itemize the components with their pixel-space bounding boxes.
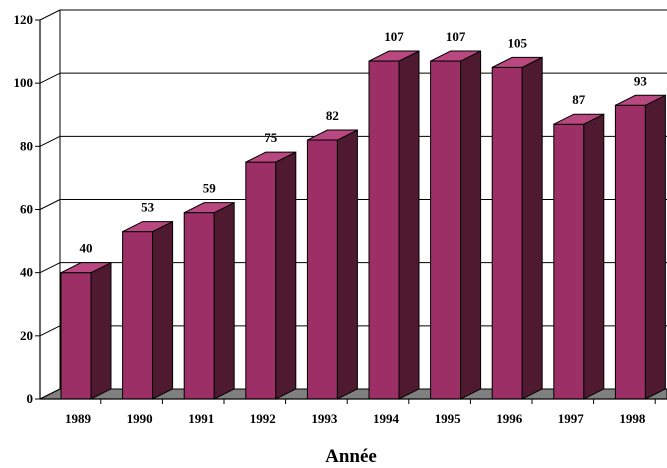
bar-front bbox=[553, 123, 585, 400]
bar-side bbox=[336, 129, 358, 400]
x-tick-label: 1995 bbox=[435, 411, 462, 426]
bar bbox=[491, 56, 543, 400]
bar-top bbox=[553, 113, 605, 125]
bar bbox=[306, 129, 358, 400]
data-labels: 40 53 59 75 82 107 107 105 87 93 bbox=[80, 29, 648, 256]
gridline-side bbox=[39, 9, 61, 21]
bar-top bbox=[60, 262, 112, 274]
x-tick-labels: 1989 1990 1991 1992 1993 1994 1995 1996 1997 1998 bbox=[40, 398, 667, 426]
gridline-side bbox=[39, 199, 61, 210]
y-tick-label: 100 bbox=[14, 75, 34, 90]
gridline-side bbox=[39, 135, 61, 147]
y-axis bbox=[35, 19, 41, 400]
y-tick-label: 80 bbox=[20, 138, 33, 153]
bar-side bbox=[398, 50, 420, 400]
bar bbox=[245, 151, 297, 400]
bar-top bbox=[368, 50, 420, 62]
x-tick-label: 1991 bbox=[188, 411, 214, 426]
data-label: 107 bbox=[384, 29, 404, 44]
x-tick-label: 1996 bbox=[496, 411, 523, 426]
bar-top bbox=[183, 202, 235, 214]
x-tick-label: 1997 bbox=[558, 411, 585, 426]
data-label: 93 bbox=[634, 73, 648, 88]
x-tick-label: 1998 bbox=[619, 411, 646, 426]
x-tick-label: 1992 bbox=[250, 411, 276, 426]
y-tick-label: 120 bbox=[14, 12, 34, 27]
bar-top bbox=[615, 94, 666, 106]
y-tick-label: 60 bbox=[20, 202, 33, 217]
bar-side bbox=[213, 201, 235, 400]
y-tick-label: 0 bbox=[27, 391, 34, 406]
bar-top bbox=[307, 129, 358, 141]
bar-front bbox=[245, 161, 277, 400]
bar-front bbox=[183, 212, 215, 400]
bar-top bbox=[491, 56, 543, 68]
bar bbox=[368, 50, 420, 400]
bar bbox=[553, 113, 605, 400]
y-tick-label: 20 bbox=[20, 328, 33, 343]
data-label: 82 bbox=[326, 108, 339, 123]
bar bbox=[122, 220, 174, 400]
bar-front bbox=[122, 231, 154, 400]
bar-top bbox=[122, 221, 173, 233]
bar bbox=[430, 50, 482, 400]
x-axis-title: Année bbox=[325, 446, 377, 467]
data-label: 107 bbox=[446, 29, 466, 44]
bar-front bbox=[614, 104, 646, 400]
bar-side bbox=[275, 151, 297, 400]
data-label: 87 bbox=[572, 92, 586, 107]
x-tick-label: 1990 bbox=[127, 411, 153, 426]
gridline-side bbox=[39, 72, 61, 84]
y-tick-label: 40 bbox=[20, 265, 33, 280]
data-label: 59 bbox=[203, 181, 217, 196]
x-tick-label: 1993 bbox=[311, 411, 338, 426]
data-label: 40 bbox=[80, 241, 93, 256]
bar bbox=[614, 94, 666, 400]
bar-side bbox=[521, 56, 543, 400]
data-label: 75 bbox=[264, 130, 278, 145]
gridline-side bbox=[39, 325, 61, 337]
bar-front bbox=[306, 139, 338, 400]
bar-top bbox=[430, 50, 481, 62]
x-tick-label: 1989 bbox=[65, 411, 92, 426]
data-label: 105 bbox=[507, 35, 527, 50]
data-label: 53 bbox=[141, 200, 155, 215]
y-tick-labels: 0 20 40 60 80 100 120 bbox=[14, 12, 34, 406]
bar-front bbox=[430, 60, 462, 400]
bar-side bbox=[152, 220, 174, 400]
x-tick-label: 1994 bbox=[373, 411, 400, 426]
bar-side bbox=[460, 50, 482, 400]
bar-front bbox=[60, 272, 92, 400]
bar-side bbox=[583, 113, 605, 400]
bar-side bbox=[644, 94, 666, 400]
bar bbox=[60, 261, 112, 400]
bar-front bbox=[368, 60, 400, 400]
bar-side bbox=[90, 261, 112, 400]
bar-top bbox=[245, 151, 297, 163]
gridline-side bbox=[39, 262, 61, 274]
bar bbox=[183, 201, 235, 400]
bar-front bbox=[491, 66, 523, 400]
